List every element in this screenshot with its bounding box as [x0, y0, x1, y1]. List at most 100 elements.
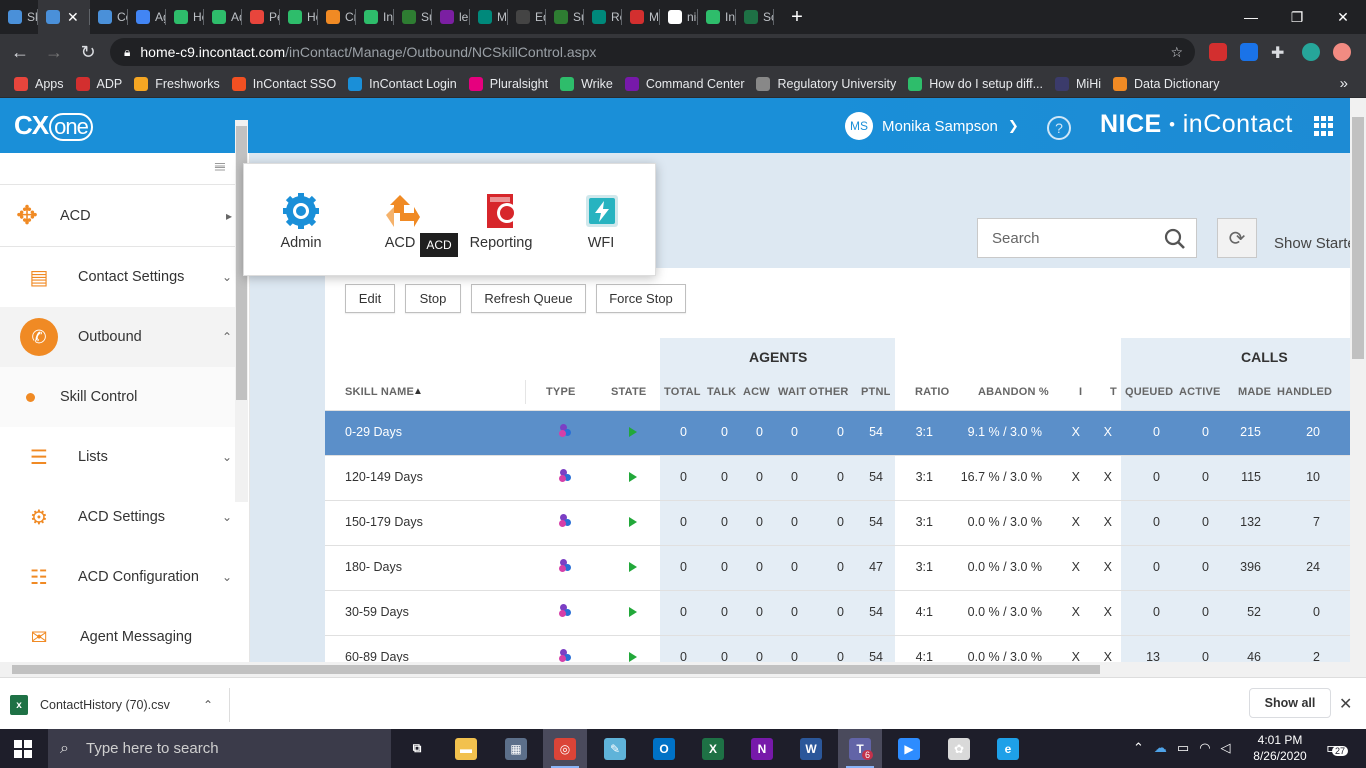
browser-tab[interactable]: Cor: [90, 0, 128, 34]
bookmarks-overflow-button[interactable]: »: [1339, 75, 1348, 92]
sidebar-item-lists[interactable]: ☰ Lists ⌄: [0, 427, 236, 487]
account-icon[interactable]: [1333, 43, 1351, 61]
column-header[interactable]: TOTAL: [664, 386, 701, 398]
taskbar-app[interactable]: ⧉: [395, 729, 439, 768]
bookmark-item[interactable]: InContact Login: [348, 76, 457, 91]
taskbar-app[interactable]: ▬: [444, 729, 488, 768]
sidebar-item-acd-top[interactable]: ✥ ACD ▸: [0, 185, 236, 247]
bookmark-item[interactable]: How do I setup diff...: [908, 76, 1043, 91]
taskbar-app[interactable]: N: [740, 729, 784, 768]
bookmark-item[interactable]: Wrike: [560, 76, 613, 91]
browser-tab[interactable]: Skil: [0, 0, 38, 34]
browser-tab[interactable]: ✕: [38, 0, 90, 34]
taskbar-app[interactable]: ▶: [887, 729, 931, 768]
app-wfi[interactable]: WFI: [582, 191, 620, 251]
browser-tab[interactable]: Inb: [698, 0, 736, 34]
star-icon[interactable]: ☆: [1170, 43, 1183, 60]
back-button[interactable]: ←: [11, 41, 29, 62]
column-header[interactable]: TYPE: [546, 386, 576, 398]
puzzle-extensions-icon[interactable]: ✚: [1271, 45, 1285, 62]
bookmark-item[interactable]: Data Dictionary: [1113, 76, 1219, 91]
windows-start-icon[interactable]: [14, 740, 32, 758]
volume-icon[interactable]: ◁: [1220, 740, 1231, 755]
bookmark-item[interactable]: Regulatory University: [756, 76, 896, 91]
download-item[interactable]: x ContactHistory (70).csv ⌃: [10, 688, 230, 722]
column-header[interactable]: SKILL NAME: [345, 386, 415, 398]
sidebar-item-skill-control[interactable]: Skill Control: [0, 367, 236, 427]
forward-button[interactable]: →: [45, 41, 63, 62]
browser-tab[interactable]: Per: [242, 0, 280, 34]
column-header[interactable]: RATIO: [915, 386, 950, 398]
browser-tab[interactable]: Sch: [736, 0, 774, 34]
chevron-up-icon[interactable]: ⌃: [1133, 740, 1144, 755]
user-menu[interactable]: MS Monika Sampson ❯: [845, 112, 1019, 140]
search-input[interactable]: Search: [977, 218, 1197, 258]
taskbar-app[interactable]: ✎: [593, 729, 637, 768]
reload-button[interactable]: ↻: [80, 41, 96, 62]
taskbar-app[interactable]: ✿: [937, 729, 981, 768]
play-state-icon[interactable]: [629, 427, 637, 437]
column-header[interactable]: QUEUED: [1125, 386, 1174, 398]
maximize-button[interactable]: ❐: [1290, 8, 1304, 25]
play-state-icon[interactable]: [629, 652, 637, 662]
app-grid-icon[interactable]: [1314, 116, 1334, 136]
edit-button[interactable]: Edit: [345, 284, 395, 313]
table-row[interactable]: 30-59 Days 0 0 0 0 0 54 4:1 0.0 % / 3.0 % X X 0 0 52 0: [325, 590, 1350, 635]
column-header[interactable]: TALK: [707, 386, 737, 398]
column-header[interactable]: MADE: [1238, 386, 1272, 398]
cxone-logo[interactable]: CX one: [14, 110, 93, 141]
column-header[interactable]: ACTIVE: [1179, 386, 1221, 398]
app-admin[interactable]: Admin: [278, 191, 324, 251]
refresh-button[interactable]: ⟳: [1217, 218, 1257, 258]
table-row[interactable]: 180- Days 0 0 0 0 0 47 3:1 0.0 % / 3.0 % X X 0 0 396 2…: [325, 545, 1350, 590]
skill-name-cell[interactable]: 150-179 Days: [345, 515, 423, 529]
new-tab-button[interactable]: +: [791, 5, 803, 28]
bookmark-item[interactable]: Apps: [14, 76, 64, 91]
page-horizontal-scroll-thumb[interactable]: [12, 665, 1100, 674]
browser-tab[interactable]: Cre: [318, 0, 356, 34]
skill-name-cell[interactable]: 60-89 Days: [345, 650, 409, 662]
onedrive-cloud-icon[interactable]: ☁: [1153, 740, 1167, 755]
column-header[interactable]: I: [1079, 386, 1083, 398]
close-tab-icon[interactable]: ✕: [67, 8, 79, 25]
page-vertical-scroll-thumb[interactable]: [1352, 117, 1364, 359]
taskbar-clock[interactable]: 4:01 PM 8/26/2020: [1252, 732, 1308, 764]
column-header[interactable]: OTHER: [809, 386, 849, 398]
collapse-menu-icon[interactable]: ═ ═: [215, 156, 225, 176]
play-state-icon[interactable]: [629, 472, 637, 482]
browser-tab[interactable]: Mic: [470, 0, 508, 34]
skill-name-cell[interactable]: 0-29 Days: [345, 425, 402, 439]
column-header[interactable]: PTNL: [861, 386, 891, 398]
table-row[interactable]: 150-179 Days 0 0 0 0 0 54 3:1 0.0 % / 3.0 % X X 0 0 1…: [325, 500, 1350, 545]
app-acd[interactable]: ACD: [380, 191, 420, 251]
browser-tab[interactable]: Adi: [204, 0, 242, 34]
taskbar-app[interactable]: e: [986, 729, 1030, 768]
minimize-button[interactable]: —: [1244, 9, 1258, 25]
notifications-icon[interactable]: ▭ 27: [1326, 738, 1350, 758]
play-state-icon[interactable]: [629, 517, 637, 527]
app-reporting[interactable]: Reporting: [468, 191, 534, 251]
sidebar-item-outbound[interactable]: ✆ Outbound ⌃: [0, 307, 236, 367]
skill-name-cell[interactable]: 120-149 Days: [345, 470, 423, 484]
stop-button[interactable]: Stop: [405, 284, 461, 313]
skill-name-cell[interactable]: 180- Days: [345, 560, 402, 574]
play-state-icon[interactable]: [629, 562, 637, 572]
browser-tab[interactable]: Hor: [280, 0, 318, 34]
column-header[interactable]: HANDLED: [1277, 386, 1333, 398]
browser-tab[interactable]: Inb: [356, 0, 394, 34]
taskbar-app[interactable]: W: [789, 729, 833, 768]
column-header[interactable]: STATE: [611, 386, 647, 398]
refresh-queue-button[interactable]: Refresh Queue: [471, 284, 586, 313]
help-icon[interactable]: ?: [1047, 116, 1071, 140]
show-all-downloads-button[interactable]: Show all: [1249, 688, 1331, 718]
taskbar-app[interactable]: ▦: [494, 729, 538, 768]
taskbar-app[interactable]: O: [642, 729, 686, 768]
browser-tab[interactable]: Edi: [508, 0, 546, 34]
browser-tab[interactable]: Mic: [622, 0, 660, 34]
search-icon[interactable]: [1164, 228, 1186, 250]
force-stop-button[interactable]: Force Stop: [596, 284, 686, 313]
sidebar-item-contact-settings[interactable]: ▤ Contact Settings ⌄: [0, 247, 236, 307]
browser-tab[interactable]: Age: [128, 0, 166, 34]
bookmark-item[interactable]: Command Center: [624, 76, 744, 91]
